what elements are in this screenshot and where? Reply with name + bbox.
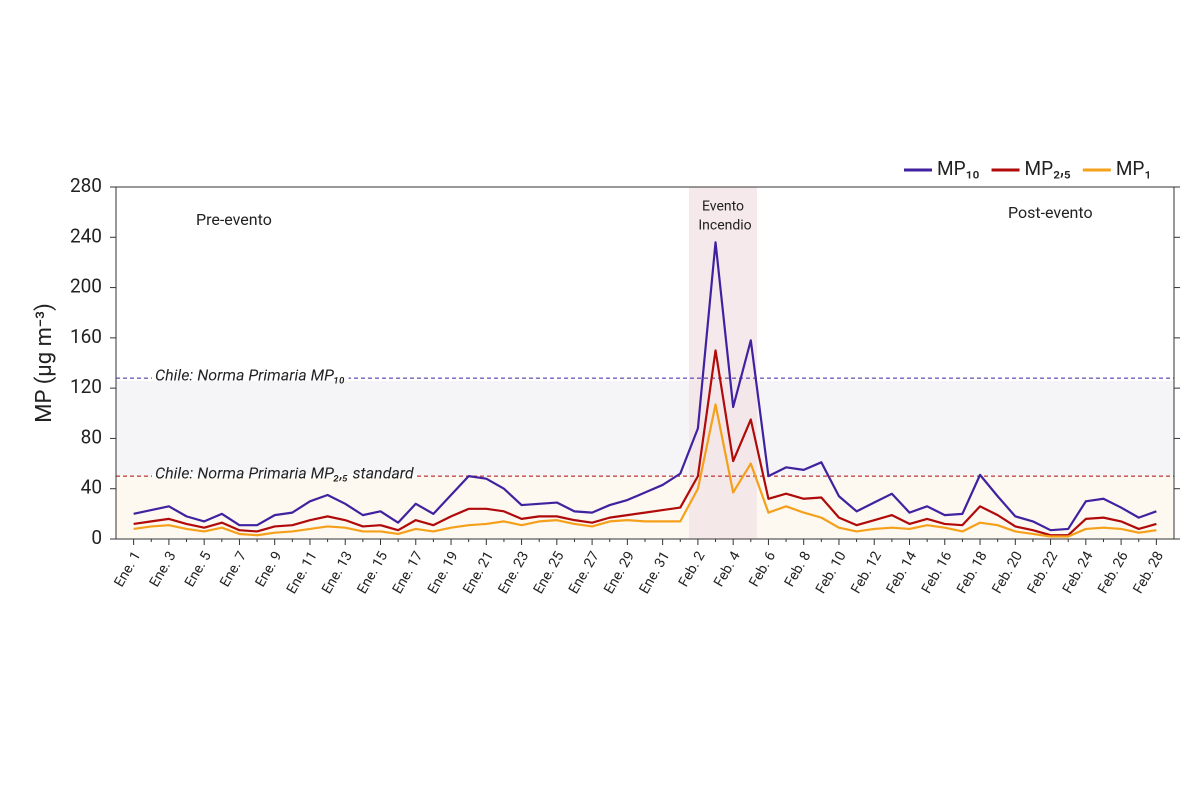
x-tick-label: Feb. 4	[711, 549, 744, 590]
y-tick-label: 240	[70, 224, 102, 247]
x-tick-label: Feb. 12	[848, 549, 885, 597]
x-tick-label: Ene. 9	[252, 549, 285, 590]
x-tick-label: Ene. 31	[636, 549, 673, 597]
series-line	[133, 349, 1157, 537]
y-tick-label: 0	[91, 526, 102, 549]
x-tick-label: Ene. 21	[460, 549, 497, 597]
y-tick-label: 120	[70, 375, 102, 398]
x-tick-label: Feb. 8	[782, 549, 815, 590]
x-tick-label: Feb. 14	[883, 549, 920, 597]
x-tick-label: Feb. 16	[919, 549, 956, 597]
label-background	[152, 474, 417, 479]
label-background	[152, 376, 349, 381]
x-tick-label: Feb. 28	[1130, 549, 1167, 597]
x-tick-label: Feb. 20	[989, 549, 1026, 597]
y-tick-label: 200	[70, 275, 102, 298]
x-tick-label: Ene. 23	[495, 549, 532, 597]
x-tick-label: Ene. 13	[319, 549, 356, 597]
legend-label: MP₂,₅	[1025, 157, 1071, 180]
x-tick-label: Feb. 6	[746, 549, 779, 590]
x-tick-label: Feb. 24	[1060, 549, 1097, 597]
reference-label: Chile: Norma Primaria MP₁₀	[155, 365, 346, 384]
series-line	[133, 241, 1157, 532]
x-tick-label: Ene. 27	[566, 549, 603, 597]
x-tick-label: Feb. 22	[1024, 549, 1061, 597]
band-mp10-range	[116, 381, 1174, 476]
annotation: Post-evento	[1008, 203, 1093, 222]
x-tick-label: Feb. 26	[1095, 549, 1132, 597]
y-axis-label: MP (µg m⁻³)	[32, 303, 57, 423]
band-mp25-range	[116, 476, 1174, 539]
legend-label: MP₁	[1116, 157, 1152, 180]
x-tick-label: Feb. 18	[954, 549, 991, 597]
series-line	[133, 403, 1157, 538]
annotation: Evento	[702, 199, 744, 215]
x-tick-label: Ene. 3	[147, 549, 180, 590]
reference-label: Chile: Norma Primaria MP₂,₅ standard	[155, 463, 414, 482]
x-tick-label: Ene. 1	[111, 549, 144, 590]
y-tick-label: 40	[81, 476, 102, 499]
legend-label: MP₁₀	[937, 157, 980, 180]
x-tick-label: Ene. 25	[531, 549, 568, 597]
x-tick-label: Ene. 19	[425, 549, 462, 597]
y-tick-label: 80	[81, 425, 102, 448]
y-tick-label: 160	[70, 325, 102, 348]
x-tick-label: Ene. 15	[354, 549, 391, 597]
x-tick-label: Ene. 7	[217, 549, 250, 590]
x-tick-label: Feb. 2	[676, 549, 709, 590]
annotation: Pre-evento	[196, 210, 272, 229]
x-tick-label: Ene. 17	[390, 549, 427, 597]
annotation: Incendio	[698, 218, 751, 234]
x-tick-label: Ene. 5	[182, 549, 215, 590]
x-tick-label: Ene. 29	[601, 549, 638, 597]
x-tick-label: Feb. 10	[813, 549, 850, 597]
x-tick-label: Ene. 11	[284, 549, 321, 597]
y-tick-label: 280	[70, 174, 102, 197]
